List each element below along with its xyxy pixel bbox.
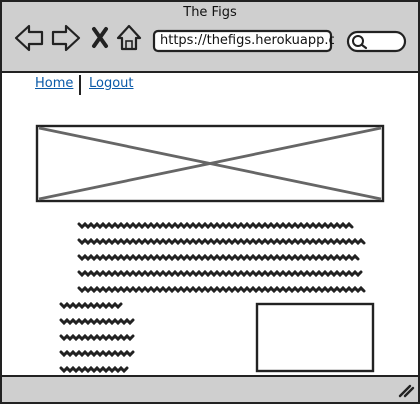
forward-arrow-icon[interactable] — [51, 24, 81, 52]
content-box — [255, 302, 375, 373]
resize-handle-icon[interactable] — [398, 384, 415, 398]
nav-home-link[interactable]: Home — [35, 76, 74, 91]
nav-logout-link[interactable]: Logout — [89, 76, 134, 91]
close-x-icon[interactable] — [92, 27, 108, 48]
placeholder-text-block — [59, 221, 366, 374]
status-bar — [0, 375, 420, 404]
back-arrow-icon[interactable] — [14, 24, 44, 52]
url-field[interactable]: https://thefigs.herokuapp.co — [160, 33, 334, 48]
window-title: The Figs — [183, 5, 237, 20]
url-bar[interactable] — [152, 29, 333, 53]
image-placeholder — [35, 124, 385, 203]
search-box[interactable] — [346, 30, 407, 53]
home-icon[interactable] — [116, 24, 142, 51]
